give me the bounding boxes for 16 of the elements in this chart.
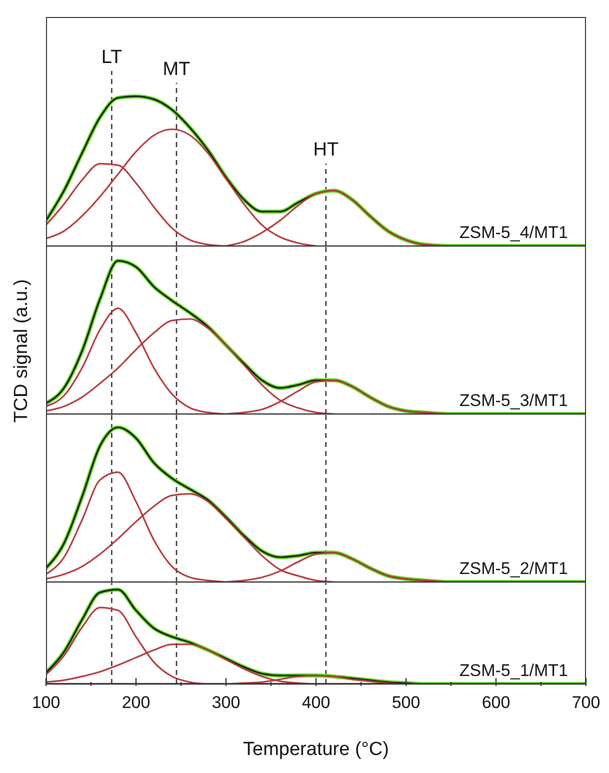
x-tick-label: 500 — [392, 693, 420, 712]
ref-line-label: HT — [313, 140, 339, 161]
x-tick-label: 300 — [212, 693, 240, 712]
annotation: ZSM-5_1/MT1 — [459, 661, 568, 681]
x-tick-label: 400 — [302, 693, 330, 712]
ref-line-label: LT — [101, 46, 122, 68]
x-tick-label: 100 — [32, 693, 60, 712]
annotation: ZSM-5_4/MT1 — [459, 223, 568, 243]
y-axis-title: TCD signal (a.u.) — [11, 278, 33, 422]
ref-line-label: MT — [162, 58, 191, 80]
x-tick-label: 600 — [482, 693, 510, 712]
x-tick-label: 700 — [572, 693, 600, 712]
x-tick-label: 200 — [122, 693, 150, 712]
annotation: ZSM-5_2/MT1 — [459, 559, 568, 579]
x-axis-title: Temperature (°C) — [243, 739, 389, 760]
annotation: ZSM-5_3/MT1 — [459, 391, 568, 411]
